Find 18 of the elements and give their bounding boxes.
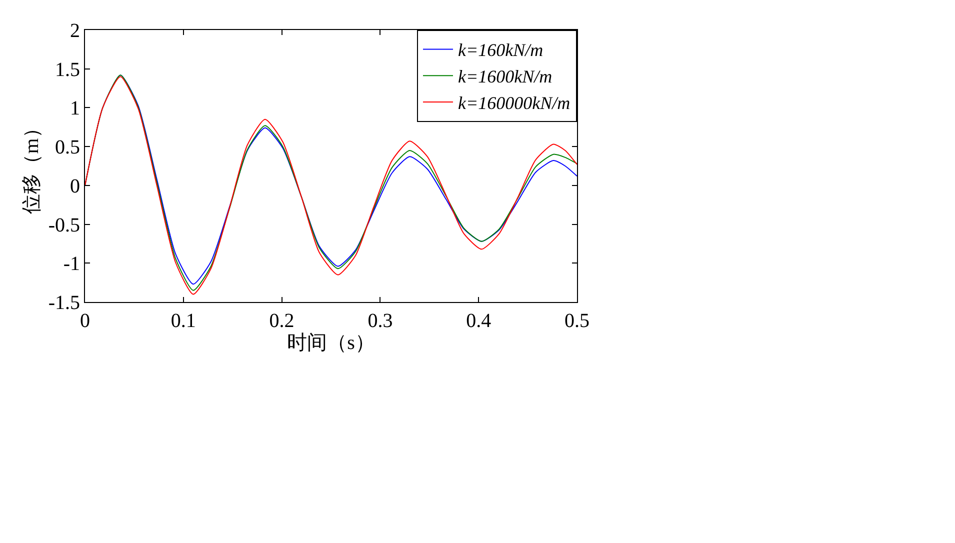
y-tick-label: 1 xyxy=(70,98,80,120)
x-axis-title: 时间（s） xyxy=(287,332,375,354)
y-tick-label: 2 xyxy=(70,20,80,42)
x-tick-label: 0.4 xyxy=(466,310,492,332)
x-tick-label: 0.1 xyxy=(170,310,196,332)
x-tick-label: 0.2 xyxy=(269,310,294,332)
y-tick-label: 0.5 xyxy=(55,136,80,159)
legend-label: k=160000kN/m xyxy=(458,93,570,114)
y-tick-label: -1.5 xyxy=(48,292,80,314)
y-tick-label: -1 xyxy=(63,253,80,276)
x-tick-label: 0.5 xyxy=(564,310,590,332)
y-tick-label: -0.5 xyxy=(48,214,80,236)
y-axis-title: 位移（m） xyxy=(20,118,43,214)
y-tick-label: 0 xyxy=(70,175,80,198)
y-tick-label: 1.5 xyxy=(55,58,80,81)
legend-label: k=1600kN/m xyxy=(458,66,552,87)
x-tick-label: 0.3 xyxy=(368,310,393,332)
legend-label: k=160kN/m xyxy=(458,40,544,60)
